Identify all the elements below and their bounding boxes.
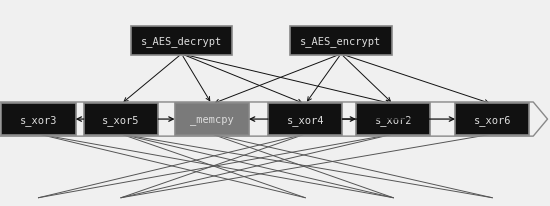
FancyBboxPatch shape [455,104,529,136]
Text: s_xor6: s_xor6 [474,114,511,125]
Text: s_AES_encrypt: s_AES_encrypt [300,36,382,47]
Text: s_xor3: s_xor3 [20,114,57,125]
Text: _memcpy: _memcpy [190,115,234,124]
Text: s_AES_decrypt: s_AES_decrypt [141,36,222,47]
Text: s_xor4: s_xor4 [287,114,324,125]
Text: s_xor2: s_xor2 [375,114,412,125]
FancyBboxPatch shape [131,27,232,56]
FancyBboxPatch shape [290,27,392,56]
FancyBboxPatch shape [175,104,249,136]
Text: s_xor5: s_xor5 [102,114,140,125]
FancyBboxPatch shape [2,104,76,136]
FancyBboxPatch shape [84,104,158,136]
FancyBboxPatch shape [356,104,430,136]
FancyBboxPatch shape [268,104,342,136]
